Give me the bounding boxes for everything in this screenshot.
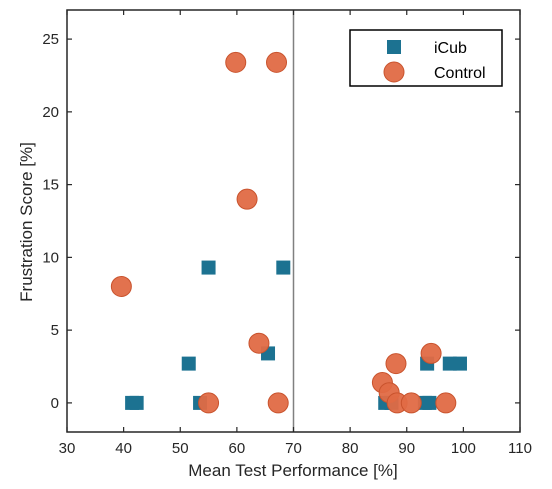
tick-labels: 30 40 50 60 70 80 90 100 110 0 5 10 15 20 25	[42, 31, 532, 457]
data-points	[110, 51, 467, 414]
x-axis-label: Mean Test Performance [%]	[188, 461, 397, 480]
x-tick-label: 90	[398, 440, 415, 457]
control-point	[385, 353, 407, 375]
control-point	[420, 342, 442, 364]
legend-circle-icon	[383, 61, 405, 83]
legend-marker-control	[383, 61, 405, 83]
icub-point	[422, 395, 437, 410]
control-point	[110, 275, 132, 297]
legend-label-icub: iCub	[434, 40, 467, 57]
control-point	[225, 51, 247, 73]
control-point	[435, 392, 457, 414]
y-tick-label: 20	[42, 104, 59, 121]
axes	[66, 9, 521, 433]
y-axis-label: Frustration Score [%]	[17, 142, 36, 302]
legend-marker-icub	[387, 40, 401, 54]
x-tick-label: 30	[59, 440, 76, 457]
control-point	[236, 188, 258, 210]
legend-label-control: Control	[434, 65, 486, 82]
y-tick-label: 5	[51, 322, 59, 339]
control-point	[266, 51, 288, 73]
legend-square-icon	[387, 40, 401, 54]
icub-point	[181, 356, 196, 371]
control-point	[248, 332, 270, 354]
icub-point	[201, 260, 216, 275]
y-tick-label: 0	[51, 395, 59, 412]
control-point	[198, 392, 220, 414]
legend: iCub Control	[349, 29, 503, 87]
icub-point	[276, 260, 291, 275]
x-tick-label: 80	[342, 440, 359, 457]
x-tick-label: 40	[115, 440, 132, 457]
legend-box	[349, 29, 503, 87]
control-point	[267, 392, 289, 414]
x-tick-label: 70	[285, 440, 302, 457]
x-tick-label: 110	[508, 440, 532, 457]
icub-point	[129, 395, 144, 410]
x-tick-label: 50	[172, 440, 189, 457]
y-tick-label: 15	[42, 177, 59, 194]
x-tick-label: 60	[229, 440, 246, 457]
y-tick-label: 10	[42, 249, 59, 266]
icub-point	[452, 356, 467, 371]
x-tick-label: 100	[451, 440, 476, 457]
control-point	[400, 392, 422, 414]
y-tick-label: 25	[42, 31, 59, 48]
